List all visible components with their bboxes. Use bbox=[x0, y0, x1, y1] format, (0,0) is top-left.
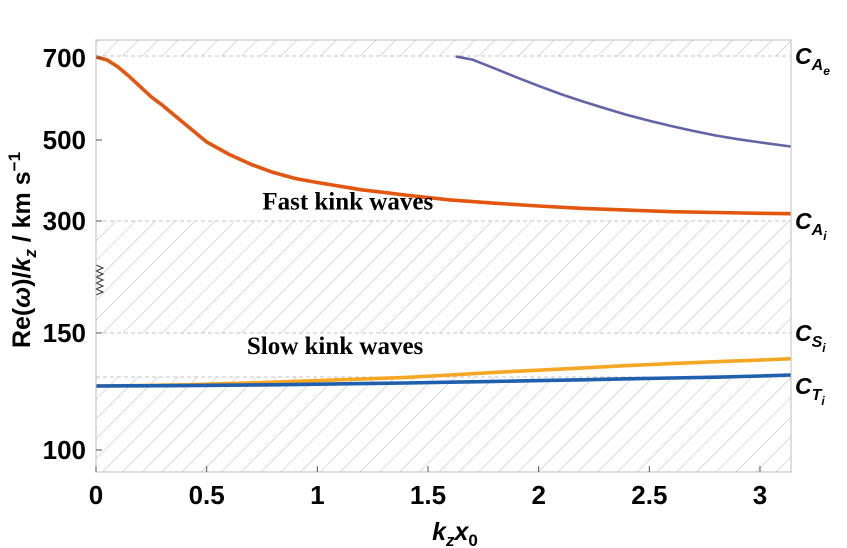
x-tick-label-4: 2 bbox=[531, 480, 545, 510]
annotation-0: Fast kink waves bbox=[262, 189, 433, 216]
y-tick-label-4: 700 bbox=[43, 43, 86, 73]
y-axis-label: Re(ω)/kz / km s−1 bbox=[5, 152, 40, 348]
x-tick-label-0: 0 bbox=[89, 480, 103, 510]
speed-labels: CAe CAi CSi CTi bbox=[795, 43, 830, 408]
y-tick-label-0: 100 bbox=[43, 435, 86, 465]
series-line-1 bbox=[455, 55, 791, 148]
x-axis-label: kzx0 bbox=[432, 518, 478, 548]
x-tick-label-2: 1 bbox=[310, 480, 324, 510]
series-line-3 bbox=[96, 373, 791, 388]
axis-break-mark bbox=[94, 264, 105, 296]
y-tick-label-2: 300 bbox=[43, 206, 86, 236]
speed-label-3: CTi bbox=[795, 373, 825, 408]
hatched-band-1 bbox=[96, 221, 791, 333]
x-tick-label-1: 0.5 bbox=[189, 480, 225, 510]
x-axis-ticks: 0 0.5 1 1.5 2 2.5 3 bbox=[89, 466, 767, 510]
x-tick-label-5: 2.5 bbox=[631, 480, 667, 510]
hatched-band-0 bbox=[96, 40, 791, 56]
x-tick-label-6: 3 bbox=[753, 480, 767, 510]
series-line-0 bbox=[96, 55, 791, 216]
annotation-1: Slow kink waves bbox=[247, 333, 424, 360]
plot-frame bbox=[95, 39, 792, 473]
hatched-band-2 bbox=[96, 377, 791, 472]
y-tick-label-3: 500 bbox=[43, 125, 86, 155]
speed-label-2: CSi bbox=[795, 320, 826, 355]
x-tick-label-3: 1.5 bbox=[410, 480, 446, 510]
speed-label-1: CAi bbox=[795, 208, 827, 243]
reference-lines bbox=[96, 55, 791, 378]
hatched-regions bbox=[96, 40, 791, 472]
annotations: Fast kink waves Slow kink waves bbox=[247, 189, 434, 361]
y-axis-ticks: 100 150 300 500 700 bbox=[43, 43, 102, 465]
series-lines bbox=[96, 55, 791, 388]
y-tick-label-1: 150 bbox=[43, 318, 86, 348]
speed-label-0: CAe bbox=[795, 43, 830, 78]
